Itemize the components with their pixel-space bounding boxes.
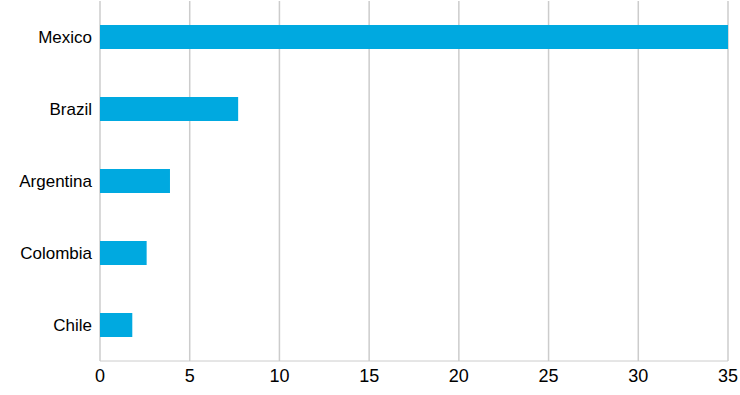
svg-text:25: 25 [539, 366, 559, 386]
svg-text:10: 10 [269, 366, 289, 386]
svg-text:Mexico: Mexico [38, 28, 92, 47]
svg-text:35: 35 [718, 366, 732, 386]
svg-text:5: 5 [185, 366, 195, 386]
svg-text:20: 20 [449, 366, 469, 386]
svg-text:Colombia: Colombia [20, 244, 92, 263]
svg-text:0: 0 [95, 366, 105, 386]
svg-text:Chile: Chile [53, 316, 92, 335]
svg-text:Brazil: Brazil [49, 100, 92, 119]
svg-text:Argentina: Argentina [19, 172, 92, 191]
svg-text:15: 15 [359, 366, 379, 386]
svg-text:30: 30 [628, 366, 648, 386]
